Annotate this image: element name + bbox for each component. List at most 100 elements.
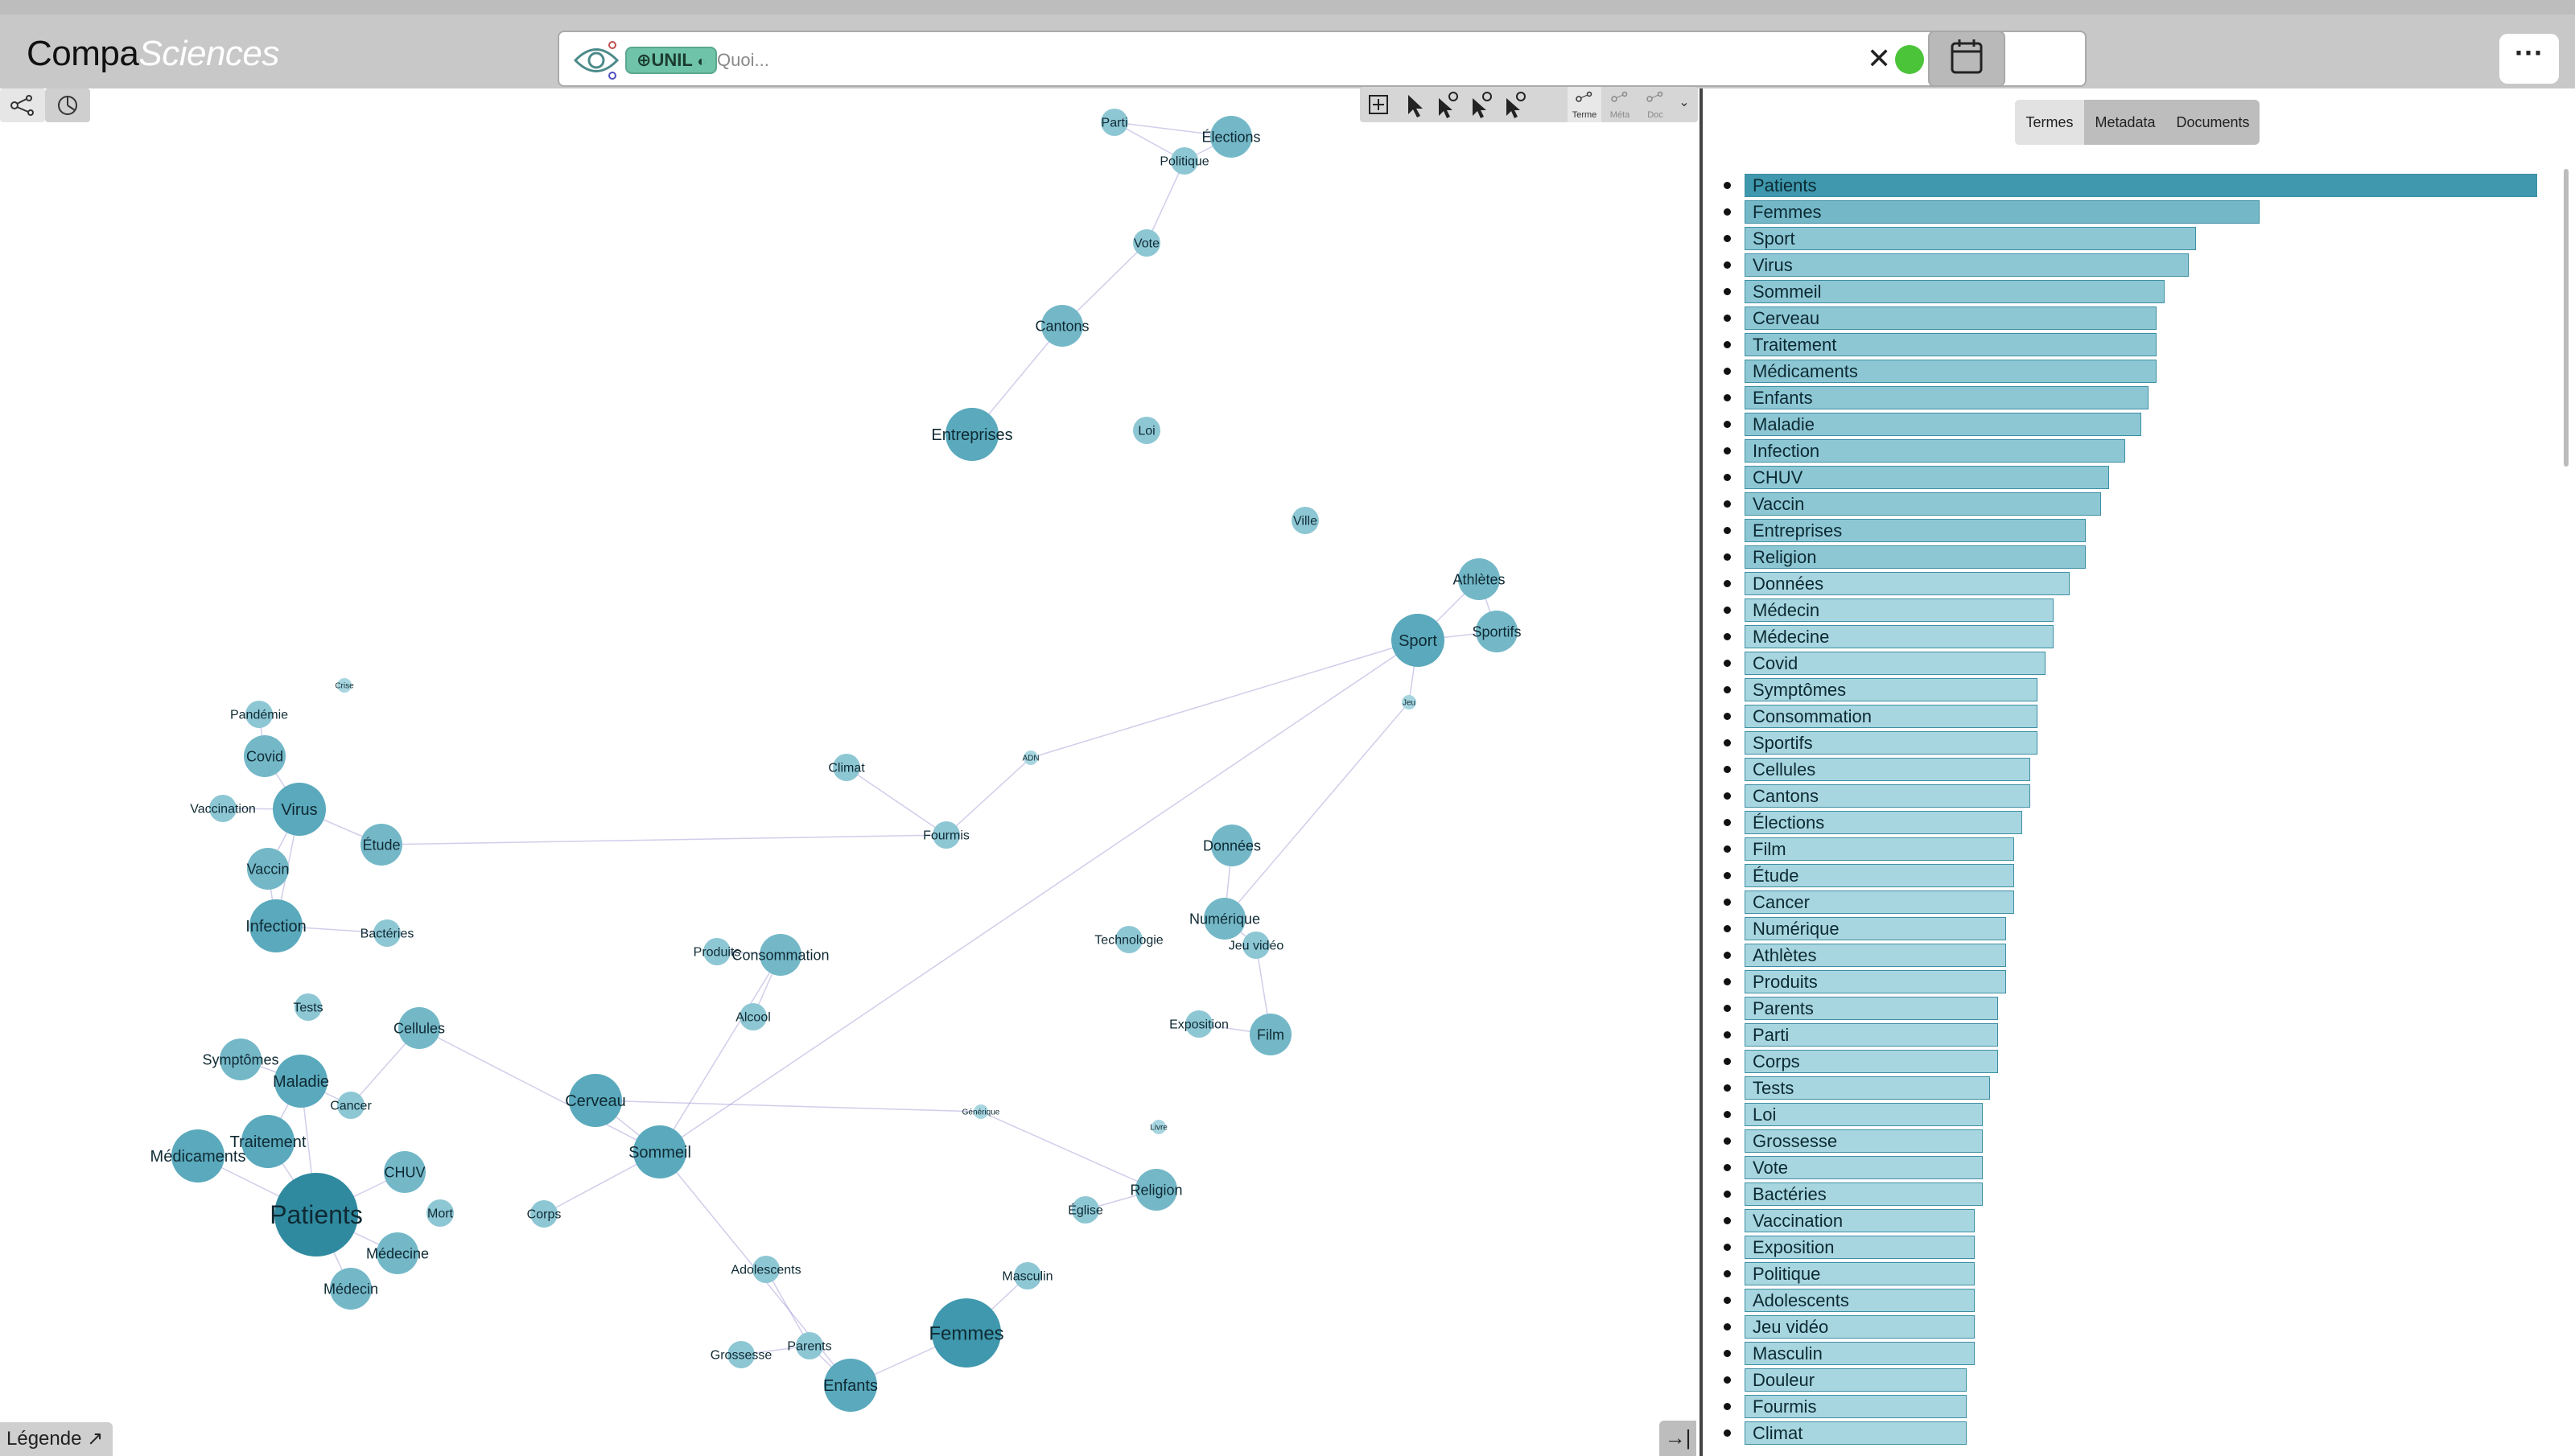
graph-node-circle[interactable] bbox=[1185, 1010, 1213, 1038]
app-logo[interactable]: CompaSciences bbox=[27, 34, 279, 74]
graph-node-circle[interactable] bbox=[171, 1129, 225, 1182]
graph-node[interactable]: Vaccination bbox=[190, 795, 256, 822]
graph-node[interactable]: Enfants bbox=[823, 1359, 878, 1412]
graph-node-circle[interactable] bbox=[247, 848, 289, 890]
graph-node-circle[interactable] bbox=[1211, 825, 1253, 866]
graph-node[interactable]: Corps bbox=[527, 1200, 562, 1228]
graph-node-circle[interactable] bbox=[760, 934, 801, 976]
graph-node[interactable]: Covid bbox=[244, 735, 286, 777]
tab-metadata[interactable]: Metadata bbox=[2095, 114, 2156, 130]
graph-node-circle[interactable] bbox=[1014, 1262, 1041, 1289]
eye-logo-icon[interactable] bbox=[572, 40, 620, 80]
graph-node-circle[interactable] bbox=[1024, 751, 1038, 765]
graph-node[interactable]: Données bbox=[1203, 825, 1261, 866]
graph-node[interactable]: Jeu bbox=[1402, 695, 1416, 709]
graph-node-circle[interactable] bbox=[824, 1359, 877, 1412]
graph-node-circle[interactable] bbox=[1133, 417, 1160, 444]
tab-documents[interactable]: Documents bbox=[2176, 114, 2250, 130]
doc-mode-button[interactable]: Doc bbox=[1638, 87, 1672, 122]
graph-node-circle[interactable] bbox=[1171, 147, 1198, 175]
graph-node[interactable]: Élections bbox=[1201, 116, 1261, 158]
graph-node[interactable]: Virus bbox=[273, 783, 326, 836]
graph-node[interactable]: Sportifs bbox=[1472, 611, 1522, 652]
select-pointer-button[interactable] bbox=[1397, 87, 1431, 122]
graph-node[interactable]: Parents bbox=[787, 1332, 832, 1359]
graph-node-circle[interactable] bbox=[932, 1298, 1001, 1368]
graph-node-circle[interactable] bbox=[337, 678, 352, 693]
graph-node-circle[interactable] bbox=[330, 1268, 372, 1310]
graph-node-circle[interactable] bbox=[833, 754, 860, 781]
graph-node[interactable]: Livre bbox=[1150, 1120, 1168, 1134]
graph-node-circle[interactable] bbox=[1402, 695, 1416, 709]
tab-termes[interactable]: Termes bbox=[2015, 100, 2084, 145]
graph-node[interactable]: Consommation bbox=[731, 934, 830, 976]
graph-node-circle[interactable] bbox=[1204, 898, 1246, 940]
graph-node-circle[interactable] bbox=[398, 1007, 440, 1049]
graph-node[interactable]: Sport bbox=[1391, 614, 1444, 667]
more-menu-button[interactable]: ··· bbox=[2499, 34, 2559, 84]
graph-node[interactable]: Cerveau bbox=[565, 1074, 626, 1127]
graph-node-circle[interactable] bbox=[974, 1104, 988, 1119]
zoom-reset-pointer-button[interactable] bbox=[1497, 87, 1531, 122]
zoom-out-pointer-button[interactable] bbox=[1463, 87, 1497, 122]
graph-node[interactable]: Exposition bbox=[1169, 1010, 1229, 1038]
graph-node-circle[interactable] bbox=[274, 1055, 328, 1108]
graph-node[interactable]: Médicaments bbox=[150, 1129, 246, 1182]
network-view-button[interactable] bbox=[0, 88, 45, 122]
graph-node[interactable]: Climat bbox=[828, 754, 865, 781]
graph-node[interactable]: Sommeil bbox=[628, 1125, 691, 1178]
graph-node-circle[interactable] bbox=[1391, 614, 1444, 667]
graph-node-circle[interactable] bbox=[360, 824, 402, 866]
graph-node-circle[interactable] bbox=[530, 1200, 558, 1228]
graph-node[interactable]: Tests bbox=[293, 993, 323, 1021]
graph-node-circle[interactable] bbox=[752, 1256, 780, 1283]
graph-node[interactable]: ADN bbox=[1022, 751, 1040, 765]
graph-node-circle[interactable] bbox=[1115, 926, 1143, 953]
graph-node[interactable]: Vote bbox=[1133, 229, 1160, 257]
graph-node[interactable]: Symptômes bbox=[202, 1039, 279, 1080]
graph-node[interactable]: Maladie bbox=[273, 1055, 329, 1108]
graph-node-circle[interactable] bbox=[1210, 116, 1252, 158]
graph-node-circle[interactable] bbox=[633, 1125, 686, 1178]
graph-node[interactable]: Traitement bbox=[230, 1115, 307, 1168]
calendar-button[interactable] bbox=[1928, 31, 2005, 87]
graph-node-circle[interactable] bbox=[569, 1074, 622, 1127]
graph-node-circle[interactable] bbox=[337, 1092, 365, 1119]
graph-node-circle[interactable] bbox=[1242, 932, 1270, 959]
graph-node[interactable]: Générique bbox=[962, 1104, 1000, 1119]
chart-view-button[interactable] bbox=[45, 88, 90, 122]
graph-node[interactable]: Cancer bbox=[330, 1092, 372, 1119]
graph-node[interactable]: Ville bbox=[1292, 507, 1319, 534]
graph-node[interactable]: Mort bbox=[426, 1199, 454, 1227]
mode-dropdown-chevron-icon[interactable]: ⌄ bbox=[1679, 96, 1690, 109]
graph-node-circle[interactable] bbox=[1476, 611, 1518, 652]
graph-node-circle[interactable] bbox=[373, 919, 401, 947]
graph-node-circle[interactable] bbox=[1133, 229, 1160, 257]
panel-divider[interactable] bbox=[1700, 88, 1703, 1456]
graph-node[interactable]: Adolescents bbox=[731, 1256, 801, 1283]
graph-node-circle[interactable] bbox=[703, 938, 731, 965]
graph-node[interactable]: Médecin bbox=[323, 1268, 378, 1310]
graph-node-circle[interactable] bbox=[1152, 1120, 1166, 1134]
search-input[interactable] bbox=[717, 47, 1844, 74]
graph-node-circle[interactable] bbox=[220, 1039, 262, 1080]
graph-node-circle[interactable] bbox=[740, 1003, 767, 1030]
graph-node[interactable]: Religion bbox=[1130, 1169, 1183, 1211]
term-mode-button[interactable]: Terme bbox=[1568, 87, 1601, 122]
clear-search-icon[interactable]: ✕ bbox=[1867, 42, 1892, 75]
graph-node[interactable]: Crise bbox=[335, 678, 354, 693]
graph-node-circle[interactable] bbox=[933, 821, 960, 849]
graph-node[interactable]: Vaccin bbox=[247, 848, 290, 890]
term-list-scrollbar[interactable] bbox=[2564, 169, 2569, 467]
graph-node[interactable]: Médecine bbox=[366, 1232, 429, 1274]
graph-node-circle[interactable] bbox=[244, 735, 286, 777]
graph-node-circle[interactable] bbox=[384, 1151, 426, 1193]
graph-node-circle[interactable] bbox=[796, 1332, 823, 1359]
graph-node[interactable]: Cantons bbox=[1035, 305, 1090, 347]
graph-node-circle[interactable] bbox=[209, 795, 237, 822]
graph-node-circle[interactable] bbox=[249, 899, 303, 952]
graph-node[interactable]: Numérique bbox=[1189, 898, 1260, 940]
graph-node[interactable]: Cellules bbox=[393, 1007, 445, 1049]
graph-node[interactable]: Produits bbox=[694, 938, 741, 965]
